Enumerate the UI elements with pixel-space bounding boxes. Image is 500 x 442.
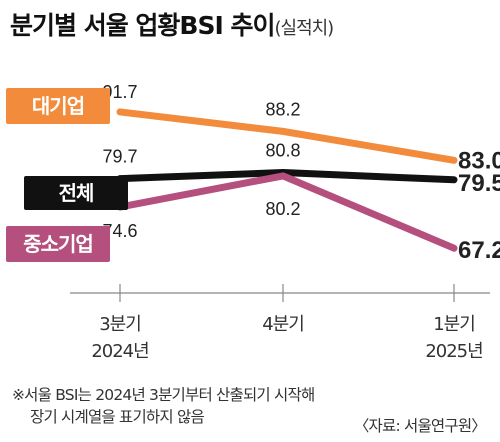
x-axis: 3분기 2024년 4분기 1분기 2025년 xyxy=(70,284,490,362)
series-line-large-firms xyxy=(116,108,458,164)
source-note: 〈자료: 서울연구원〉 xyxy=(353,417,487,435)
x-tick-label-quarter-3: 1분기 xyxy=(433,314,475,335)
data-label-large-firms-1: 91.7 xyxy=(102,82,137,102)
data-labels: 91.7 88.2 83.0 79.7 80.8 79.5 74.6 80.2 67.2 xyxy=(102,82,500,264)
footnote-line-1: ※서울 BSI는 2024년 3분기부터 산출되기 시작해 xyxy=(12,386,315,404)
footnote: ※서울 BSI는 2024년 3분기부터 산출되기 시작해 장기 시계열을 표기… xyxy=(12,384,315,428)
series-tag-label-overall: 전체 xyxy=(59,181,94,205)
series-tag-overall xyxy=(24,176,128,210)
series-tag-smes xyxy=(6,226,110,262)
x-tick-label-quarter-2: 4분기 xyxy=(262,314,304,335)
x-tick-label-quarter-1: 3분기 xyxy=(99,314,141,335)
chart-title: 분기별 서울 업황BSI 추이(실적치) xyxy=(10,6,334,42)
chart-subtitle: (실적치) xyxy=(274,18,334,39)
data-label-overall-1: 79.7 xyxy=(102,147,137,167)
series-tag-label-large-firms: 대기업 xyxy=(32,94,84,118)
data-label-large-firms-3: 83.0 xyxy=(458,147,500,174)
series-tag-label-smes: 중소기업 xyxy=(23,232,93,256)
data-label-large-firms-2: 88.2 xyxy=(265,99,300,119)
data-label-smes-3: 67.2 xyxy=(458,237,500,264)
x-tick-label-year-1: 2024년 xyxy=(91,341,148,362)
chart-title-text: 분기별 서울 업황BSI 추이 xyxy=(10,11,275,40)
data-label-smes-1: 74.6 xyxy=(102,221,137,241)
series-lines xyxy=(116,108,458,252)
series-line-smes xyxy=(116,172,458,252)
series-tag-large-firms xyxy=(6,88,110,124)
x-tick-label-year-3: 2025년 xyxy=(425,341,482,362)
footnote-line-2: 장기 시계열을 표기하지 않음 xyxy=(30,408,205,426)
data-label-overall-3: 79.5 xyxy=(458,170,500,197)
data-label-overall-2: 80.8 xyxy=(265,141,300,161)
data-label-smes-2: 80.2 xyxy=(265,199,300,219)
